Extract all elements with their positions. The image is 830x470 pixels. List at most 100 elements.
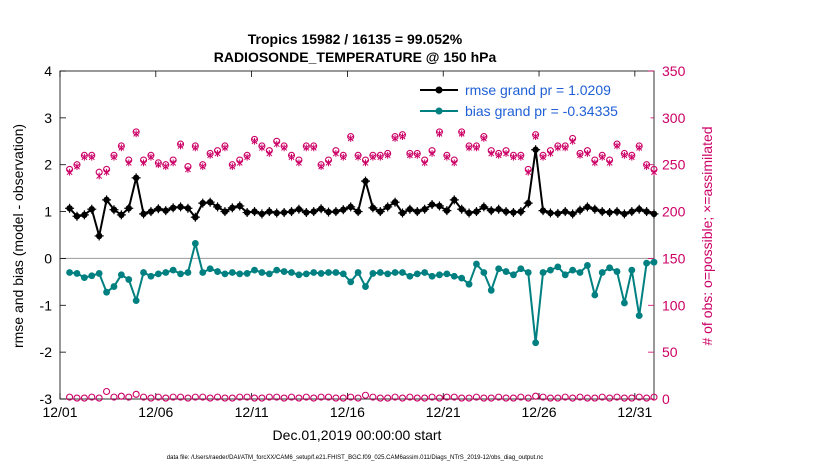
- obs-possible-marker: [191, 393, 199, 401]
- bias-point: [561, 271, 569, 279]
- rmse-point: [242, 208, 252, 218]
- obs-possible-marker: [125, 393, 133, 401]
- x-tick-label-4: 12/21: [426, 404, 461, 420]
- obs-possible-marker: [487, 394, 495, 402]
- bias-point: [547, 266, 554, 274]
- rmse-point: [634, 204, 644, 214]
- obs-possible-marker: [154, 393, 162, 401]
- obs-assimilated-marker: [88, 153, 95, 161]
- obs-assimilated-marker: [310, 144, 317, 152]
- y-left-tick-label-0: 4: [44, 63, 52, 79]
- bias-point: [154, 270, 162, 278]
- bias-point: [502, 268, 510, 275]
- rmse-point: [612, 207, 622, 217]
- obs-possible-marker: [598, 393, 606, 401]
- obs-assimilated-marker: [295, 159, 302, 167]
- obs-possible-marker: [376, 394, 384, 402]
- obs-assimilated-marker: [584, 150, 591, 157]
- obs-assimilated-marker: [281, 144, 288, 152]
- obs-possible-marker: [295, 394, 303, 402]
- rmse-point: [642, 207, 652, 217]
- obs-assimilated-marker: [81, 153, 88, 161]
- bias-point: [265, 270, 273, 278]
- x-tick-label-6: 12/31: [617, 404, 652, 420]
- obs-assimilated-marker: [599, 153, 606, 161]
- rmse-point: [190, 212, 200, 222]
- rmse-point: [183, 203, 193, 213]
- obs-possible-marker: [361, 391, 370, 399]
- obs-assimilated-marker: [628, 153, 635, 161]
- obs-assimilated-marker: [451, 159, 458, 167]
- obs-possible-marker: [554, 394, 562, 402]
- rmse-point: [87, 204, 97, 214]
- rmse-point: [294, 204, 304, 214]
- obs-assimilated-marker: [199, 163, 206, 170]
- bias-point: [125, 276, 133, 283]
- bias-point: [117, 271, 125, 279]
- bias-point: [228, 269, 236, 276]
- bias-point: [80, 274, 88, 282]
- bias-point: [103, 288, 110, 296]
- obs-assimilated-marker: [184, 166, 191, 173]
- rmse-point: [375, 207, 385, 217]
- rmse-point: [250, 207, 260, 217]
- obs-assimilated-marker: [325, 159, 332, 167]
- rmse-point: [220, 207, 230, 217]
- obs-assimilated-marker: [554, 144, 561, 152]
- rmse-point: [479, 202, 489, 212]
- bias-point: [621, 299, 628, 307]
- y-axis-label-left: rmse and bias (model - observation): [10, 124, 26, 348]
- bias-point: [347, 278, 355, 286]
- bias-point: [421, 269, 429, 276]
- rmse-point: [412, 207, 422, 217]
- y-left-tick-label-1: 3: [44, 110, 52, 126]
- obs-possible-marker: [80, 394, 88, 402]
- bias-point: [399, 269, 406, 276]
- obs-possible-marker: [95, 394, 103, 402]
- rmse-point: [72, 211, 82, 221]
- obs-possible-marker: [650, 393, 658, 401]
- obs-possible-marker: [628, 394, 636, 402]
- bias-point: [413, 270, 421, 278]
- rmse-point: [316, 204, 326, 214]
- bias-point: [162, 269, 170, 276]
- obs-possible-marker: [413, 394, 421, 402]
- rmse-point: [627, 207, 637, 217]
- rmse-point: [405, 204, 415, 214]
- obs-possible-marker: [465, 394, 473, 402]
- rmse-point: [94, 231, 104, 241]
- rmse-point: [508, 208, 518, 218]
- y-right-tick-label-4: 150: [662, 250, 686, 266]
- obs-possible-marker: [391, 393, 399, 401]
- obs-possible-marker: [406, 393, 414, 401]
- bias-point: [584, 262, 591, 269]
- bias-point: [406, 272, 414, 280]
- rmse-point: [471, 207, 481, 217]
- obs-assimilated-marker: [399, 133, 406, 140]
- bias-point: [391, 269, 399, 276]
- obs-possible-marker: [339, 394, 347, 402]
- obs-possible-marker: [398, 394, 407, 402]
- rmse-point: [360, 176, 370, 186]
- obs-assimilated-marker: [443, 153, 450, 161]
- bias-point: [191, 240, 199, 247]
- rmse-point: [397, 208, 407, 218]
- rmse-point: [501, 207, 511, 217]
- obs-assimilated-marker: [103, 168, 110, 176]
- obs-possible-marker: [509, 394, 517, 402]
- obs-assimilated-marker: [480, 135, 487, 142]
- rmse-point: [420, 204, 430, 214]
- bias-point: [288, 269, 295, 276]
- obs-assimilated-marker: [473, 144, 480, 152]
- rmse-point: [486, 206, 496, 216]
- y-left-tick-label-7: -3: [40, 391, 53, 407]
- obs-assimilated-marker: [177, 142, 184, 150]
- bias-point: [487, 286, 495, 294]
- obs-possible-marker: [176, 393, 185, 401]
- bias-point: [236, 270, 244, 278]
- bias-point: [362, 283, 369, 290]
- obs-assimilated-marker: [258, 144, 265, 152]
- bias-point: [643, 259, 651, 267]
- rmse-point: [582, 202, 592, 212]
- obs-assimilated-marker: [540, 153, 546, 161]
